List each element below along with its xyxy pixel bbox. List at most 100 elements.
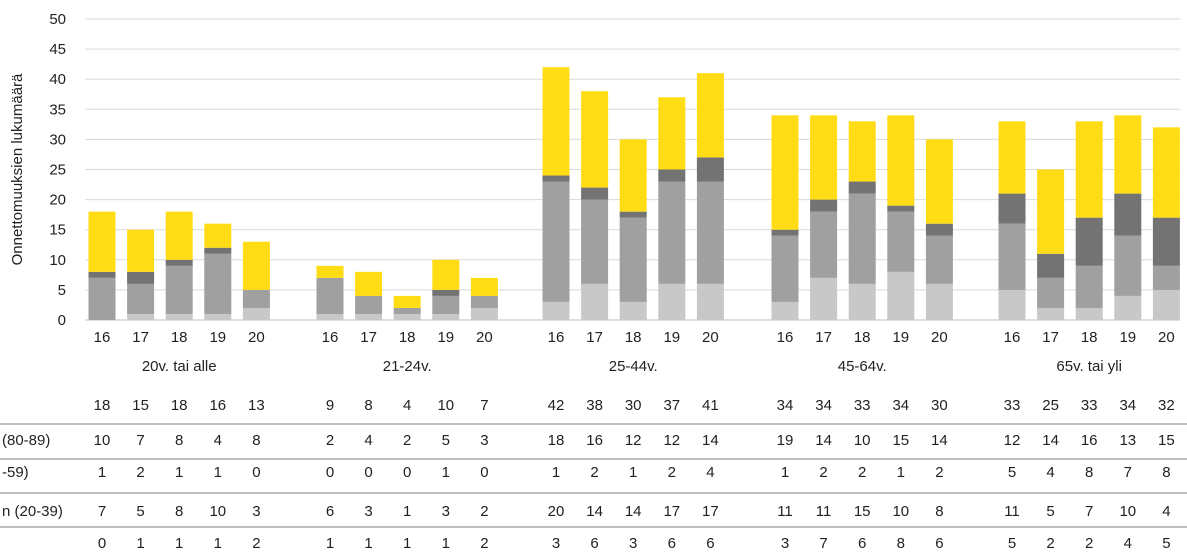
data-table-cell: 8 xyxy=(175,503,183,520)
data-table-cell: 1 xyxy=(136,535,144,552)
bar-segment xyxy=(581,199,609,284)
data-table-cell: 3 xyxy=(252,503,260,520)
bar-segment xyxy=(1114,115,1142,194)
data-table-cell: 10 xyxy=(437,397,454,414)
data-table-cell: 2 xyxy=(403,432,411,449)
data-table-cell: 3 xyxy=(629,535,637,552)
x-tick-label: 18 xyxy=(171,329,188,346)
data-table-cell: 30 xyxy=(625,397,642,414)
data-table-cell: 5 xyxy=(1162,535,1170,552)
bar-segment xyxy=(204,247,232,254)
data-table-cell: 1 xyxy=(403,503,411,520)
data-table-cell: 14 xyxy=(931,432,948,449)
data-table-cell: 17 xyxy=(702,503,719,520)
bar-segment xyxy=(165,259,193,266)
y-tick-label: 30 xyxy=(49,131,66,148)
y-tick-label: 25 xyxy=(49,162,66,179)
bar-segment xyxy=(848,193,876,284)
data-table-cell: 12 xyxy=(663,432,680,449)
data-table-cell: 34 xyxy=(1119,397,1136,414)
bar-segment xyxy=(165,211,193,260)
data-table-cell: 1 xyxy=(897,464,905,481)
data-table-cell: 30 xyxy=(931,397,948,414)
data-table-cell: 2 xyxy=(668,464,676,481)
data-table-cell: 7 xyxy=(1085,503,1093,520)
x-tick-label: 17 xyxy=(132,329,149,346)
x-tick-label: 18 xyxy=(399,329,416,346)
bar-segment xyxy=(1114,235,1142,296)
data-table-cell: 10 xyxy=(892,503,909,520)
bar-segment xyxy=(771,235,799,302)
bar-segment xyxy=(1075,265,1103,308)
data-table-cell: 38 xyxy=(586,397,603,414)
bar-segment xyxy=(242,241,270,290)
x-tick-label: 20 xyxy=(702,329,719,346)
bar-segment xyxy=(88,277,116,320)
data-table-cell: 5 xyxy=(1008,535,1016,552)
bar-segment xyxy=(316,277,344,314)
data-table-cell: 2 xyxy=(1085,535,1093,552)
x-tick-label: 20 xyxy=(248,329,265,346)
y-tick-label: 10 xyxy=(49,252,66,269)
data-table-cell: 2 xyxy=(136,464,144,481)
y-tick-label: 20 xyxy=(49,192,66,209)
data-table-cell: 12 xyxy=(1004,432,1021,449)
data-table-cell: 2 xyxy=(252,535,260,552)
x-tick-label: 18 xyxy=(1081,329,1098,346)
bar-segment xyxy=(696,73,724,158)
bar-segment xyxy=(204,253,232,314)
bar-segment xyxy=(88,271,116,278)
data-table-cell: 2 xyxy=(326,432,334,449)
bar-segment xyxy=(542,175,570,182)
x-tick-label: 20 xyxy=(1158,329,1175,346)
data-table-cell: 11 xyxy=(1004,503,1020,520)
bar-segment xyxy=(658,169,686,182)
data-table-cell: 2 xyxy=(590,464,598,481)
bar-segment xyxy=(1152,217,1180,266)
bar-segment xyxy=(355,295,383,314)
data-table-cell: 1 xyxy=(175,535,183,552)
data-table-cell: 8 xyxy=(364,397,372,414)
bar-segment xyxy=(887,115,915,206)
bar-segment xyxy=(810,115,838,200)
x-tick-label: 17 xyxy=(1042,329,1059,346)
data-table-cell: 20 xyxy=(548,503,565,520)
data-table-cell: 34 xyxy=(777,397,794,414)
x-tick-label: 19 xyxy=(209,329,226,346)
data-table-cell: 1 xyxy=(175,464,183,481)
x-tick-label: 19 xyxy=(892,329,909,346)
bar-segment xyxy=(432,313,460,320)
data-table-cell: 0 xyxy=(364,464,372,481)
data-table-cell: 4 xyxy=(1162,503,1170,520)
data-table-cell: 6 xyxy=(326,503,334,520)
bar-segment xyxy=(925,223,953,236)
bar-segment xyxy=(355,313,383,320)
bar-segment xyxy=(542,301,570,320)
y-tick-label: 5 xyxy=(58,282,66,299)
bar-segment xyxy=(1152,289,1180,320)
data-table-cell: 7 xyxy=(480,397,488,414)
data-table-cell: 0 xyxy=(98,535,106,552)
y-tick-label: 0 xyxy=(58,312,66,329)
data-table-cell: 12 xyxy=(625,432,642,449)
bar-segment xyxy=(316,313,344,320)
data-table-cell: 0 xyxy=(326,464,334,481)
bar-segment xyxy=(1152,127,1180,218)
bar-segment xyxy=(393,307,421,314)
bar-segment xyxy=(696,157,724,182)
bar-segment xyxy=(696,283,724,320)
x-tick-label: 17 xyxy=(815,329,832,346)
x-tick-label: 19 xyxy=(437,329,454,346)
group-label: 45-64v. xyxy=(838,358,887,375)
data-table-cell: 6 xyxy=(858,535,866,552)
data-table-cell: 16 xyxy=(209,397,226,414)
y-tick-label: 40 xyxy=(49,71,66,88)
bar-segment xyxy=(393,313,421,320)
x-tick-label: 19 xyxy=(663,329,680,346)
bar-segment xyxy=(470,295,498,308)
data-table-cell: 8 xyxy=(252,432,260,449)
data-table-cell: 2 xyxy=(480,535,488,552)
bar-segment xyxy=(1114,295,1142,320)
bar-segment xyxy=(925,283,953,320)
data-table-cell: 15 xyxy=(854,503,871,520)
